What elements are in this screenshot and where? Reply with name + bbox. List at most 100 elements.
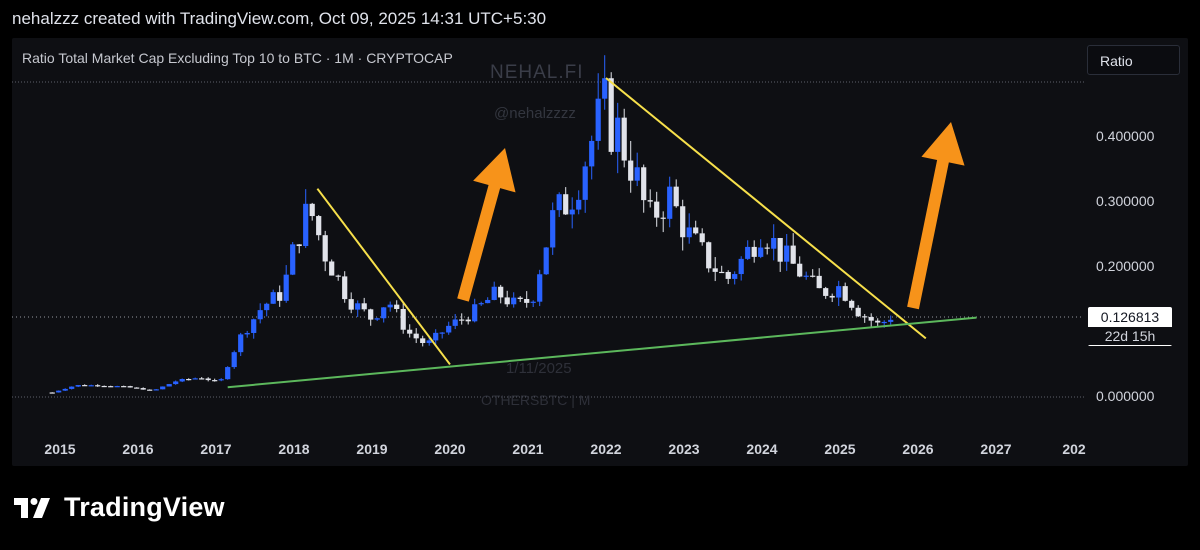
- candle-body: [329, 261, 335, 276]
- candle-body: [881, 321, 887, 324]
- x-tick-label: 2019: [356, 441, 388, 457]
- candle-body: [381, 307, 387, 319]
- candle-body: [140, 388, 146, 390]
- candle-body: [732, 274, 738, 279]
- trendlines-layer: [227, 77, 977, 389]
- candle-body: [394, 304, 400, 309]
- candle-body: [309, 203, 315, 217]
- candle-body: [335, 275, 341, 277]
- candle-body: [823, 288, 829, 296]
- candle-body: [147, 389, 153, 391]
- candle-body: [511, 297, 517, 305]
- x-tick-label: 2020: [434, 441, 466, 457]
- support-line: [227, 316, 977, 389]
- downtrend-line-2018: [316, 188, 451, 366]
- watermark-date: 1/11/2025: [506, 360, 572, 377]
- candle-body: [706, 242, 712, 269]
- candle-body: [641, 167, 647, 201]
- candle-body: [69, 386, 75, 389]
- candle-body: [478, 303, 484, 305]
- x-tick-label: 2021: [512, 441, 544, 457]
- candle-body: [88, 385, 94, 387]
- candle-body: [875, 320, 881, 323]
- candle-body: [576, 199, 582, 210]
- candle-body: [361, 303, 367, 310]
- candle-body: [238, 334, 244, 353]
- candle-body: [452, 319, 458, 326]
- candle-body: [595, 98, 601, 141]
- candle-body: [231, 352, 237, 368]
- candle-body: [244, 332, 250, 335]
- candle-body: [777, 237, 783, 262]
- last-price-value: 0.126813: [1100, 309, 1160, 325]
- candle-body: [836, 286, 842, 298]
- candle-body: [868, 317, 874, 321]
- last-price-tag: 0.126813 22d 15h: [1088, 307, 1172, 346]
- candle-body: [569, 209, 575, 215]
- candle-body: [725, 271, 731, 279]
- x-tick-label: 2026: [902, 441, 934, 457]
- candle-body: [615, 117, 621, 152]
- candle-body: [277, 292, 283, 301]
- candle-body: [790, 245, 796, 264]
- candle-body: [186, 379, 192, 381]
- candle-body: [719, 271, 725, 274]
- candle-body: [563, 194, 569, 215]
- candle-body: [75, 385, 81, 387]
- candle-body: [816, 275, 822, 289]
- candle-body: [608, 78, 614, 152]
- tradingview-logo-icon: [14, 497, 50, 518]
- tradingview-brand[interactable]: TradingView: [14, 492, 225, 523]
- candle-body: [712, 268, 718, 272]
- candle-body: [166, 384, 172, 387]
- candle-body: [212, 380, 218, 382]
- y-tick-label: 0.000000: [1096, 388, 1155, 404]
- candle-body: [121, 386, 127, 388]
- candle-body: [628, 160, 634, 181]
- candle-body: [465, 319, 471, 322]
- candle-body: [426, 340, 432, 344]
- candle-body: [550, 210, 556, 248]
- downtrend-line-2022: [605, 77, 927, 340]
- candle-body: [524, 298, 530, 303]
- candle-body: [680, 206, 686, 238]
- candle-body: [374, 318, 380, 320]
- y-tick-label: 0.400000: [1096, 127, 1155, 144]
- candle-body: [270, 292, 276, 304]
- candle-body: [745, 246, 751, 259]
- candle-body: [842, 286, 848, 301]
- x-tick-label: 2025: [824, 441, 856, 457]
- watermark-symbol: OTHERSBTC | M: [481, 392, 591, 408]
- tradingview-wordmark: TradingView: [64, 492, 225, 522]
- candle-body: [556, 194, 562, 211]
- candle-body: [296, 244, 302, 247]
- x-tick-label: 2022: [590, 441, 622, 457]
- candle-body: [264, 303, 270, 311]
- candle-body: [654, 201, 660, 218]
- candle-body: [855, 307, 861, 317]
- candle-body: [420, 338, 426, 344]
- x-tick-label: 2017: [200, 441, 232, 457]
- candle-body: [485, 299, 491, 304]
- candle-body: [530, 301, 536, 303]
- candle-body: [686, 227, 692, 238]
- chart-title: Ratio Total Market Cap Excluding Top 10 …: [22, 50, 453, 66]
- candle-body: [602, 78, 608, 99]
- candle-body: [693, 227, 699, 234]
- candle-body: [316, 216, 322, 236]
- candle-body: [433, 332, 439, 341]
- candle-body: [699, 233, 705, 243]
- candle-body: [862, 316, 868, 318]
- candle-body: [134, 387, 140, 389]
- candle-body: [257, 310, 263, 320]
- candle-body: [348, 299, 354, 310]
- ratio-scale-button[interactable]: Ratio: [1087, 45, 1180, 75]
- bullish-arrow-left: [457, 148, 516, 302]
- candle-body: [342, 276, 348, 300]
- candle-body: [621, 117, 627, 161]
- candle-body: [751, 246, 757, 257]
- candle-body: [667, 186, 673, 219]
- x-tick-label: 2016: [122, 441, 154, 457]
- bullish-arrow-right: [907, 122, 965, 310]
